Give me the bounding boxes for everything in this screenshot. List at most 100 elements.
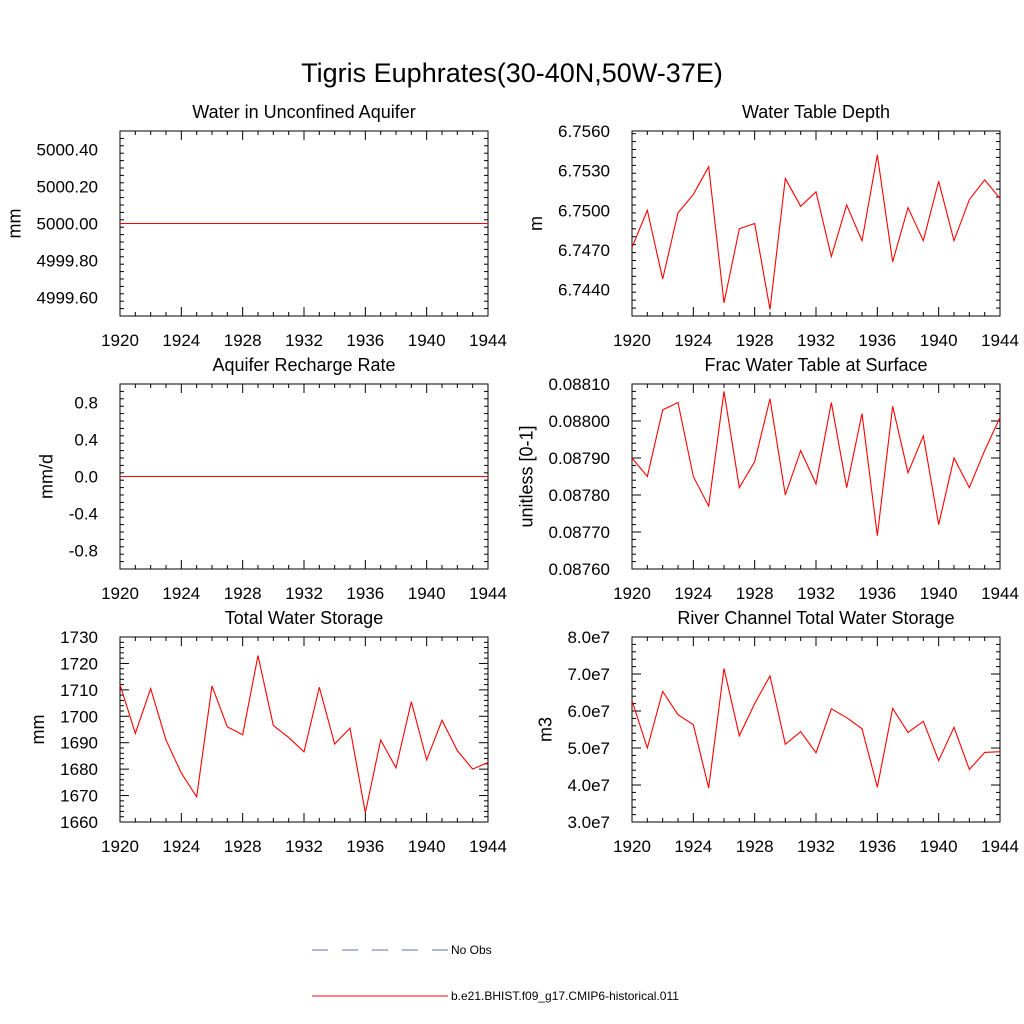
x-tick-label: 1944 [469,837,507,856]
y-axis-label: unitless [0-1] [517,425,537,527]
panel-title: Water Table Depth [742,102,890,122]
x-tick-label: 1940 [920,584,958,603]
x-tick-label: 1920 [101,331,139,350]
x-tick-label: 1940 [920,837,958,856]
x-tick-label: 1932 [797,331,835,350]
x-tick-label: 1932 [797,584,835,603]
x-tick-label: 1936 [858,837,896,856]
x-tick-label: 1928 [736,837,774,856]
x-tick-label: 1928 [224,331,262,350]
y-tick-label: 8.0e7 [567,628,610,647]
x-tick-label: 1936 [858,584,896,603]
x-tick-label: 1920 [613,584,651,603]
y-tick-label: 0.08810 [549,375,610,394]
x-tick-label: 1944 [981,584,1019,603]
y-tick-label: 0.08770 [549,523,610,542]
y-tick-label: 0.8 [74,394,98,413]
y-tick-label: 0.08800 [549,412,610,431]
y-axis-label: m [526,216,546,231]
y-axis-label: mm [28,715,48,745]
plot-frame [631,636,1001,823]
x-tick-label: 1928 [736,331,774,350]
x-tick-label: 1932 [285,584,323,603]
x-tick-label: 1940 [408,837,446,856]
x-tick-label: 1940 [920,331,958,350]
y-tick-label: 5000.20 [37,178,98,197]
plot-frame [119,636,489,823]
y-tick-label: 1680 [60,760,98,779]
panel-aquifer-water: Water in Unconfined Aquifer 1920 1924 1928 1… [5,102,507,350]
panel-title: Frac Water Table at Surface [704,355,927,375]
series-line [631,154,1001,310]
series-line [631,668,1001,789]
y-tick-label: 4999.60 [37,289,98,308]
panel-recharge-rate: Aquifer Recharge Rate 1920 1924 1928 1932 193… [37,355,507,603]
series-line [119,655,489,813]
figure-title: Tigris Euphrates(30-40N,50W-37E) [301,58,723,88]
y-tick-label: 6.7560 [558,122,610,141]
x-tick-label: 1924 [674,331,712,350]
y-tick-label: 5.0e7 [567,739,610,758]
legend-entry: No Obs [312,943,492,957]
x-tick-label: 1928 [224,837,262,856]
x-tick-label: 1936 [346,584,384,603]
x-tick-label: 1940 [408,584,446,603]
plot-frame [631,130,1001,317]
x-tick-label: 1936 [858,331,896,350]
x-tick-label: 1944 [469,331,507,350]
legend-label: b.e21.BHIST.f09_g17.CMIP6-historical.011 [451,989,679,1003]
y-tick-label: 1660 [60,813,98,832]
y-tick-label: 5000.40 [37,141,98,160]
y-tick-label: -0.8 [69,542,98,561]
x-tick-label: 1924 [674,837,712,856]
y-tick-label: 0.0 [74,468,98,487]
y-tick-label: 1700 [60,707,98,726]
x-tick-label: 1944 [981,331,1019,350]
y-tick-label: 6.7500 [558,201,610,220]
y-tick-label: 1670 [60,787,98,806]
x-tick-label: 1920 [101,837,139,856]
panels: Water in Unconfined Aquifer 1920 1924 1928 1… [5,102,1019,856]
x-tick-label: 1920 [613,331,651,350]
x-tick-label: 1924 [162,584,200,603]
x-tick-label: 1932 [285,331,323,350]
series-line [631,391,1001,536]
y-tick-label: 4999.80 [37,252,98,271]
y-tick-label: 6.0e7 [567,702,610,721]
y-tick-label: 7.0e7 [567,665,610,684]
x-tick-label: 1932 [285,837,323,856]
panel-title: River Channel Total Water Storage [677,608,954,628]
y-tick-label: 0.08760 [549,560,610,579]
y-tick-label: 1730 [60,628,98,647]
legend-entry: b.e21.BHIST.f09_g17.CMIP6-historical.011 [312,989,679,1003]
x-tick-label: 1924 [162,837,200,856]
y-axis-label: mm [5,209,25,239]
legend-label: No Obs [451,943,492,957]
panel-title: Water in Unconfined Aquifer [192,102,415,122]
plot-frame [631,383,1001,570]
y-tick-label: 0.4 [74,431,98,450]
x-tick-label: 1936 [346,331,384,350]
y-tick-label: 0.08790 [549,449,610,468]
y-tick-label: 6.7530 [558,162,610,181]
x-tick-label: 1928 [224,584,262,603]
y-tick-label: 1690 [60,734,98,753]
panel-title: Aquifer Recharge Rate [212,355,395,375]
panel-title: Total Water Storage [225,608,383,628]
x-tick-label: 1944 [469,584,507,603]
y-axis-label: mm/d [37,454,57,499]
y-tick-label: 0.08780 [549,486,610,505]
x-tick-label: 1920 [101,584,139,603]
y-tick-label: -0.4 [69,505,98,524]
y-tick-label: 3.0e7 [567,813,610,832]
x-tick-label: 1920 [613,837,651,856]
x-tick-label: 1928 [736,584,774,603]
panel-water-table-depth: Water Table Depth 1920 1924 1928 1932 1936 194… [526,102,1019,350]
x-tick-label: 1936 [346,837,384,856]
y-tick-label: 6.7440 [558,281,610,300]
panel-total-water-storage: Total Water Storage 1920 1924 1928 1932 1936 1… [28,608,507,856]
y-axis-label: m3 [535,717,555,742]
x-tick-label: 1932 [797,837,835,856]
y-tick-label: 1720 [60,654,98,673]
